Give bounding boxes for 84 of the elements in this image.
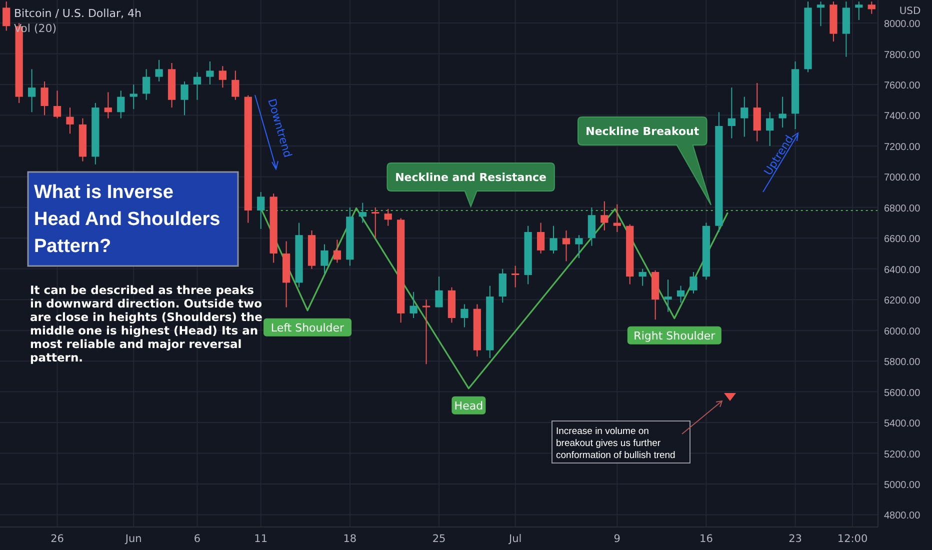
candlestick <box>142 68 150 100</box>
annotation: Increase in volume on breakout gives us further conformation of bullish trend <box>556 426 676 461</box>
annotation: It can be described as three peaks in downward direction. Outside two are close in heights (Shoulders) the middle one is highest (Head) Its an most reliable and major reversal pattern. <box>30 283 263 364</box>
text: Vol (20) <box>14 22 57 35</box>
candlestick <box>778 96 786 128</box>
x-tick-label: 16 <box>700 533 714 545</box>
candlestick <box>2 1 10 32</box>
candlestick <box>206 60 214 86</box>
candlestick <box>422 299 430 365</box>
x-tick-label: 23 <box>788 533 802 545</box>
candlestick <box>218 66 226 88</box>
annotation: Left Shoulder <box>270 321 345 334</box>
y-tick-label: 5200.00 <box>884 449 921 460</box>
candlestick <box>613 204 621 233</box>
candlestick <box>232 70 240 100</box>
candlestick <box>728 87 736 139</box>
x-tick-label: 12:00 <box>837 533 868 545</box>
y-tick-label: 5800.00 <box>884 357 921 368</box>
candlestick <box>690 271 698 294</box>
x-tick-label: 6 <box>194 533 201 545</box>
candlestick <box>676 285 685 304</box>
x-tick-label: Jun <box>124 533 142 545</box>
y-tick-label: 5600.00 <box>884 388 921 399</box>
x-tick-label: 26 <box>50 533 64 545</box>
y-tick-label: 6000.00 <box>884 326 921 338</box>
candlestick <box>193 72 202 100</box>
y-tick-label: 6800.00 <box>884 203 921 214</box>
x-tick-label: 18 <box>343 533 357 545</box>
candlestick <box>855 1 863 20</box>
candlestick <box>562 230 570 262</box>
annotation: Head <box>454 399 484 412</box>
x-tick-label: 25 <box>432 533 446 545</box>
candlestick <box>816 1 825 27</box>
y-tick-label: 5400.00 <box>884 418 921 430</box>
candlestick <box>372 206 380 239</box>
candlestick <box>588 206 596 246</box>
annotation: Neckline and Resistance <box>395 171 547 184</box>
candlestick <box>664 279 672 312</box>
candlestick <box>460 304 468 328</box>
y-tick-label: 7600.00 <box>884 80 921 92</box>
y-tick-label: 7800.00 <box>884 50 921 61</box>
candlestick <box>740 96 748 138</box>
candlestick <box>257 192 265 230</box>
y-tick-label: 7200.00 <box>884 142 921 153</box>
candlestick <box>66 107 74 134</box>
candlestick <box>600 200 608 231</box>
y-axis-title: USD <box>899 6 921 17</box>
candlestick <box>753 82 761 142</box>
candlestick <box>117 90 125 119</box>
candlestick <box>536 222 545 254</box>
candlestick <box>155 59 163 82</box>
candlestick <box>333 239 342 264</box>
candlestick <box>512 265 520 288</box>
candlestick <box>575 234 583 259</box>
candlestick <box>384 208 392 226</box>
candlestick <box>53 90 62 119</box>
y-tick-label: 8000.00 <box>884 19 921 30</box>
y-tick-label: 6400.00 <box>884 264 921 276</box>
x-tick-label: Jul <box>508 533 522 545</box>
y-tick-label: 5000.00 <box>884 480 921 491</box>
annotation: Right Shoulder <box>634 329 716 342</box>
candlestick <box>104 92 112 119</box>
x-tick-label: 11 <box>254 533 268 545</box>
y-tick-label: 7000.00 <box>884 172 921 184</box>
candlestick <box>130 84 138 110</box>
candlestick <box>550 225 558 254</box>
candlestick <box>868 1 876 14</box>
y-tick-label: 6200.00 <box>884 296 921 307</box>
x-tick-label: 9 <box>614 533 620 545</box>
candlestick <box>498 268 506 304</box>
y-tick-label: 4800.00 <box>884 510 921 522</box>
candlestick <box>435 276 443 308</box>
candlestick <box>320 244 328 274</box>
annotation: Neckline Breakout <box>586 125 700 138</box>
candlestick <box>180 80 188 116</box>
candlestick <box>410 291 418 319</box>
candlestick <box>28 68 36 113</box>
y-tick-label: 6600.00 <box>884 234 921 246</box>
candlestick <box>40 80 48 116</box>
y-tick-label: 7400.00 <box>884 111 921 122</box>
text: Bitcoin / U.S. Dollar, 4h <box>14 7 142 20</box>
annotation: What is Inverse Head And Shoulders Pattern? <box>34 182 220 257</box>
candlestick <box>638 268 646 286</box>
candlestick <box>358 202 366 224</box>
